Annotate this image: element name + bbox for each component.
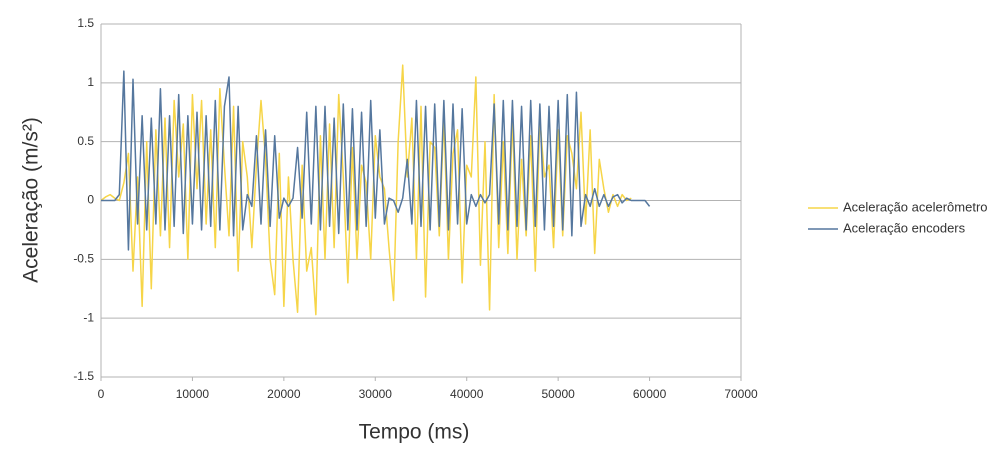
x-tick-label: 40000 (450, 387, 484, 401)
series-line (100, 64, 632, 316)
y-tick-label: -1 (83, 310, 94, 324)
x-tick-label: 20000 (267, 387, 301, 401)
x-tick-label: 50000 (541, 387, 575, 401)
legend-label: Aceleração encoders (843, 220, 966, 235)
y-tick-label: 0 (87, 193, 94, 207)
x-tick-label: 70000 (724, 387, 758, 401)
y-tick-label: -0.5 (73, 252, 94, 266)
x-tick-label: 0 (98, 387, 105, 401)
y-tick-label: -1.5 (73, 369, 94, 383)
x-tick-label: 60000 (633, 387, 667, 401)
y-tick-label: 1.5 (77, 16, 94, 30)
x-axis-title: Tempo (ms) (359, 421, 470, 444)
y-tick-label: 0.5 (77, 134, 94, 148)
y-axis-title: Aceleração (m/s²) (20, 117, 43, 283)
legend-label: Aceleração acelerômetro (843, 199, 988, 214)
series-line (101, 70, 651, 251)
y-tick-label: 1 (87, 75, 94, 89)
x-tick-label: 10000 (176, 387, 210, 401)
x-tick-label: 30000 (359, 387, 393, 401)
